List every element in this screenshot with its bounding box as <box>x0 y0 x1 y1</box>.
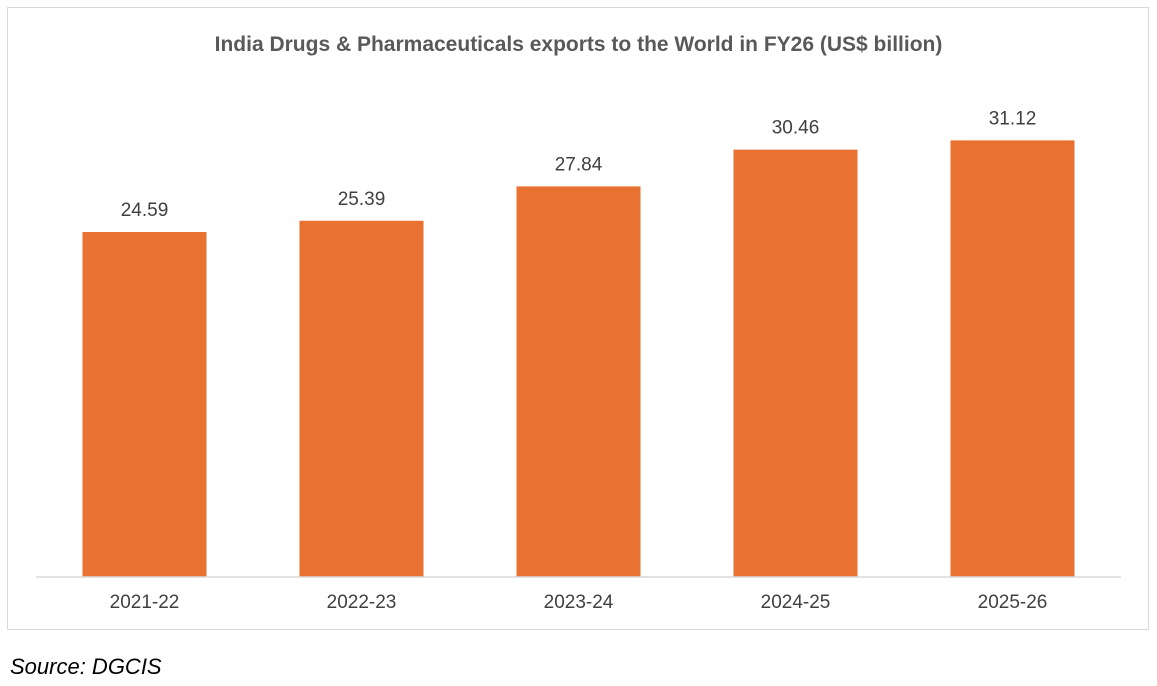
bar-2025-26 <box>950 140 1075 577</box>
bar-2022-23 <box>299 220 424 577</box>
labels-layer: 24.59 25.39 27.84 30.46 31.12 <box>121 108 1037 221</box>
chart-title: India Drugs & Pharmaceuticals exports to… <box>214 33 943 56</box>
bar-2021-22 <box>82 232 207 577</box>
bar-2023-24 <box>516 186 641 578</box>
data-label-2022-23: 25.39 <box>338 189 386 210</box>
bars-layer <box>82 140 1075 578</box>
x-tick-label-2025-26: 2025-26 <box>978 592 1048 613</box>
x-tick-label-2024-25: 2024-25 <box>761 592 831 613</box>
x-tick-label-2021-22: 2021-22 <box>110 592 180 613</box>
x-tick-labels: 2021-22 2022-23 2023-24 2024-25 2025-26 <box>110 592 1048 613</box>
data-label-2023-24: 27.84 <box>555 154 603 175</box>
data-label-2025-26: 31.12 <box>989 108 1037 129</box>
x-tick-label-2022-23: 2022-23 <box>327 592 397 613</box>
source-note: Source: DGCIS <box>10 654 162 679</box>
bar-2024-25 <box>733 149 858 578</box>
x-tick-label-2023-24: 2023-24 <box>544 592 614 613</box>
data-label-2021-22: 24.59 <box>121 200 169 221</box>
data-label-2024-25: 30.46 <box>772 118 820 139</box>
